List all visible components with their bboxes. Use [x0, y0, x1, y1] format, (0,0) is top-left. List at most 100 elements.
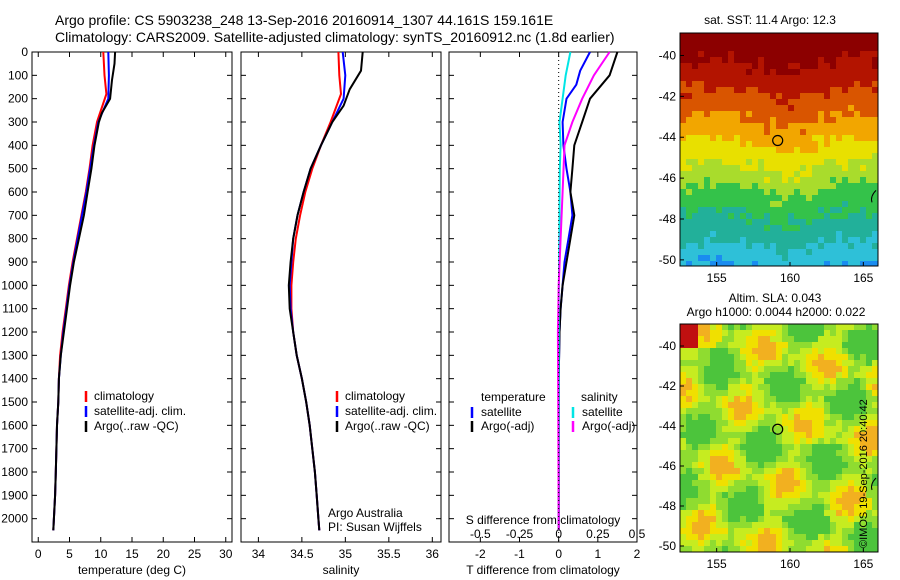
sst_map-ytick-label: -42 — [659, 89, 677, 103]
sla_map-cell — [866, 450, 872, 456]
sla_map-cell — [764, 546, 770, 552]
sla_map-cell — [716, 528, 722, 534]
sst_map-cell — [704, 81, 710, 87]
sla_map-cell — [836, 534, 842, 540]
sst_map-cell — [824, 189, 830, 195]
sst_map-cell — [818, 231, 824, 237]
sst_map-cell — [824, 219, 830, 225]
sla_map-cell — [692, 324, 698, 330]
sst_map-cell — [800, 159, 806, 165]
sla_map-cell — [740, 414, 746, 420]
sst_map-cell — [704, 261, 710, 266]
sla_map-cell — [812, 426, 818, 432]
sst_map-cell — [854, 45, 860, 51]
sst_map-cell — [764, 135, 770, 141]
sst_map-cell — [866, 219, 872, 225]
sst_map-cell — [692, 183, 698, 189]
sst_map-cell — [734, 171, 740, 177]
sla_map-cell — [830, 492, 836, 498]
sst_map-cell — [680, 261, 686, 266]
sst_map-cell — [860, 219, 866, 225]
sst_map-cell — [776, 51, 782, 57]
sst_map-cell — [680, 219, 686, 225]
sla_map-cell — [794, 480, 800, 486]
sst_map-cell — [698, 33, 704, 39]
sla_map-cell — [842, 492, 848, 498]
sst_map-cell — [830, 165, 836, 171]
sla_map-cell — [830, 378, 836, 384]
sst_map-cell — [806, 243, 812, 249]
sla_map-cell — [806, 528, 812, 534]
sst_map-cell — [806, 159, 812, 165]
sla_map-cell — [734, 384, 740, 390]
sst_map-cell — [680, 237, 686, 243]
sst_map-cell — [740, 225, 746, 231]
sla_map-cell — [686, 474, 692, 480]
sst_map-cell — [740, 195, 746, 201]
sla_map-cell — [686, 540, 692, 546]
sst_map-cell — [710, 75, 716, 81]
sla_map-cell — [836, 414, 842, 420]
sla_map-cell — [794, 462, 800, 468]
sst_map-cell — [830, 93, 836, 99]
sla_map-cell — [830, 426, 836, 432]
sst_map-cell — [692, 105, 698, 111]
sla_map-cell — [776, 522, 782, 528]
sst_map-cell — [710, 159, 716, 165]
sla_map-cell — [728, 528, 734, 534]
sst_map-cell — [872, 117, 878, 123]
sla_map-cell — [740, 378, 746, 384]
sst_map-cell — [680, 225, 686, 231]
sst_map-cell — [704, 57, 710, 63]
sla_map-cell — [836, 456, 842, 462]
sst_map-cell — [776, 249, 782, 255]
sst_map-cell — [680, 123, 686, 129]
sla_map-cell — [794, 330, 800, 336]
sla_map-cell — [716, 516, 722, 522]
sst_map-cell — [776, 177, 782, 183]
sst_map-cell — [710, 33, 716, 39]
sst_map-cell — [842, 135, 848, 141]
sst_map-cell — [698, 195, 704, 201]
sst_map-cell — [866, 87, 872, 93]
sla_map-cell — [686, 438, 692, 444]
sst_map-cell — [812, 81, 818, 87]
sst_map-cell — [728, 69, 734, 75]
sst_map-cell — [848, 225, 854, 231]
sst_map-cell — [686, 75, 692, 81]
sst_map-cell — [734, 135, 740, 141]
sla_map-coastline — [871, 477, 877, 491]
sla_map-cell — [794, 396, 800, 402]
sst_map-cell — [812, 129, 818, 135]
sst_map-cell — [830, 117, 836, 123]
sst_map-cell — [734, 123, 740, 129]
sst_map-cell — [824, 201, 830, 207]
sst_map-cell — [782, 93, 788, 99]
sst_map-cell — [734, 159, 740, 165]
sst_map-cell — [842, 99, 848, 105]
sla_map-cell — [692, 462, 698, 468]
sla_map-cell — [752, 336, 758, 342]
temperature_profile-ytick-label: 300 — [8, 115, 28, 129]
sla_map-cell — [722, 516, 728, 522]
difference_profile-frame — [448, 51, 638, 543]
salinity_profile-frame — [240, 51, 442, 543]
sla_map-cell — [740, 360, 746, 366]
sst_map-cell — [728, 255, 734, 261]
sla_map-cell — [818, 366, 824, 372]
sla_map-cell — [794, 354, 800, 360]
sst_map-cell — [680, 69, 686, 75]
sla_map-cell — [716, 450, 722, 456]
sst_map-cell — [860, 213, 866, 219]
sla_map-cell — [776, 456, 782, 462]
sst_map-cell — [872, 51, 878, 57]
sla_map-ytick-label: -44 — [659, 419, 677, 433]
sst_map-cell — [698, 57, 704, 63]
sla_map-cell — [740, 450, 746, 456]
sst_map-cell — [860, 63, 866, 69]
sla_map-cell — [788, 456, 794, 462]
sla_map-cell — [686, 378, 692, 384]
sst_map-cell — [782, 75, 788, 81]
sla_map-cell — [770, 480, 776, 486]
sst_map-cell — [764, 129, 770, 135]
